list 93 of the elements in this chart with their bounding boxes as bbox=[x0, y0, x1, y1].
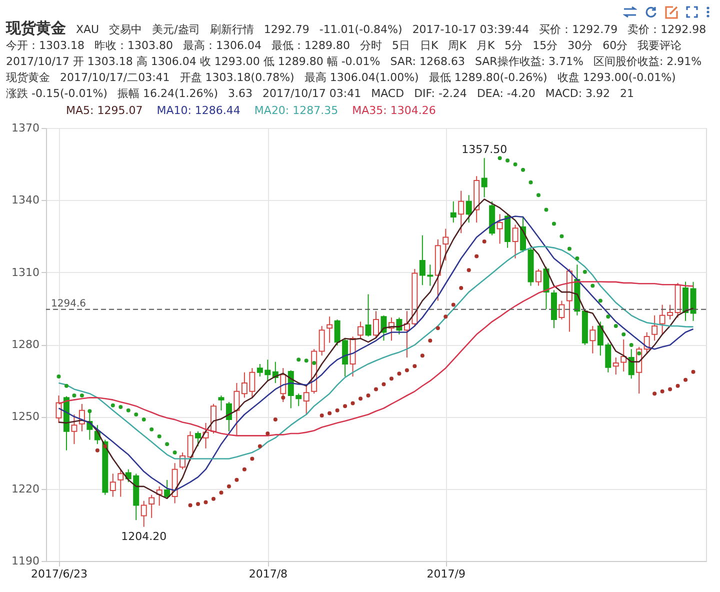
candlestick bbox=[164, 479, 170, 500]
text: 2017/10/17 开 1303.18 高 1306.04 收 1293.00 低 1289.80 幅 -0.01% bbox=[6, 55, 380, 69]
y-tick-label: 1250 bbox=[12, 410, 40, 424]
text: MA35: 1304.26 bbox=[352, 104, 436, 117]
x-tick-label: 2017/9 bbox=[426, 568, 466, 580]
candlestick bbox=[442, 228, 449, 262]
text: MACD: 3.92 bbox=[545, 87, 610, 101]
candlestick bbox=[358, 321, 364, 339]
candlestick bbox=[140, 500, 147, 528]
candlestick bbox=[373, 310, 379, 339]
annotation: 1357.50 bbox=[462, 143, 508, 156]
text: 3.63 bbox=[228, 87, 252, 101]
text: 最低：1289.80 bbox=[272, 39, 350, 53]
text: 涨跌 -0.15(-0.01%) bbox=[6, 87, 108, 101]
y-tick-label: 1310 bbox=[12, 266, 40, 279]
y-tick-label: 1370 bbox=[12, 122, 40, 134]
candlestick bbox=[156, 486, 162, 506]
text: 振幅 16.24(1.26%) bbox=[117, 87, 218, 101]
text: -11.01(-0.84%) bbox=[319, 23, 402, 37]
y-tick-label: 1190 bbox=[12, 554, 40, 568]
candlestick bbox=[195, 430, 202, 447]
text: MACD bbox=[371, 87, 404, 101]
candlestick bbox=[56, 395, 62, 424]
candlestick bbox=[365, 294, 372, 338]
candlestick bbox=[234, 382, 240, 436]
text: 30分 bbox=[568, 39, 593, 53]
candlestick bbox=[644, 332, 650, 354]
text: MA10: 1286.44 bbox=[156, 104, 240, 117]
candlestick bbox=[303, 384, 310, 415]
candlestick bbox=[187, 430, 194, 462]
candlestick bbox=[218, 395, 224, 411]
text: 2017/10/17/二03:41 bbox=[60, 71, 170, 85]
candlestick bbox=[110, 473, 116, 498]
text: 刷新行情 bbox=[210, 23, 254, 37]
text: 开盘 1303.18(0.78%) bbox=[180, 71, 294, 85]
ref-line-label: 1294.6 bbox=[51, 298, 86, 310]
text: 2017-10-17 03:39:44 bbox=[412, 23, 530, 37]
candlestick bbox=[481, 158, 488, 198]
candlestick bbox=[536, 268, 542, 286]
text: DEA: -4.20 bbox=[476, 87, 536, 101]
candlestick bbox=[496, 214, 503, 244]
candlestick bbox=[318, 325, 325, 356]
text: 今开：1303.18 bbox=[6, 39, 84, 53]
candlestick bbox=[148, 494, 155, 518]
candlestick bbox=[628, 348, 634, 380]
candlestick bbox=[226, 401, 232, 432]
text: 周K bbox=[448, 39, 466, 53]
text: SAR操作收益: 3.71% bbox=[474, 55, 584, 69]
text: 现货黄金 bbox=[6, 71, 50, 85]
candlestick bbox=[380, 314, 387, 342]
candlestick bbox=[652, 314, 658, 342]
text: 21 bbox=[620, 87, 634, 101]
text: 交易中 bbox=[109, 23, 142, 37]
text: 买价：1292.79 bbox=[539, 23, 618, 37]
candlestick bbox=[512, 224, 518, 259]
text: MA20: 1287.35 bbox=[254, 104, 338, 117]
text: 最低 1289.80(-0.26%) bbox=[428, 71, 548, 85]
text: XAU bbox=[76, 23, 100, 37]
text: 60分 bbox=[602, 39, 628, 53]
candlestick bbox=[466, 194, 472, 224]
text: 收盘 1293.00(-0.01%) bbox=[557, 71, 676, 85]
candlestick bbox=[326, 316, 333, 344]
y-tick-label: 1280 bbox=[12, 338, 40, 351]
text: 2017/10/17 03:41 bbox=[262, 87, 362, 101]
text: 卖价：1292.98 bbox=[628, 23, 706, 37]
text: 1292.79 bbox=[264, 23, 310, 37]
annotation: 1204.20 bbox=[121, 530, 167, 543]
text: 我要评论 bbox=[638, 39, 682, 53]
chart-title: 现货黄金 bbox=[6, 19, 66, 37]
candlestick bbox=[71, 414, 78, 445]
text: 美元/盎司 bbox=[152, 23, 200, 37]
y-tick-label: 1340 bbox=[12, 194, 40, 207]
x-tick-label: 2017/6/23 bbox=[31, 568, 88, 580]
text: 5分 bbox=[504, 39, 523, 53]
x-tick-label: 2017/8 bbox=[248, 568, 288, 580]
text: 最高：1306.04 bbox=[183, 39, 262, 53]
text: 昨收：1303.80 bbox=[94, 39, 173, 53]
text: SAR: 1268.63 bbox=[390, 55, 465, 69]
text: 区间股价收益: 2.91% bbox=[593, 55, 702, 69]
candlestick bbox=[118, 468, 124, 498]
text: 日K bbox=[420, 39, 438, 53]
text: 5日 bbox=[392, 39, 410, 53]
text: 最高 1306.04(1.00%) bbox=[304, 71, 419, 85]
y-tick-label: 1220 bbox=[12, 482, 40, 496]
candlestick bbox=[558, 300, 565, 320]
text: 分时 bbox=[360, 39, 382, 53]
candlestick bbox=[590, 325, 596, 354]
text: MA5: 1295.07 bbox=[66, 104, 143, 117]
text: 15分 bbox=[532, 39, 558, 53]
text: DIF: -2.24 bbox=[414, 87, 467, 101]
candlestick bbox=[450, 200, 456, 224]
candlestick bbox=[458, 190, 464, 234]
text: 月K bbox=[476, 39, 495, 53]
